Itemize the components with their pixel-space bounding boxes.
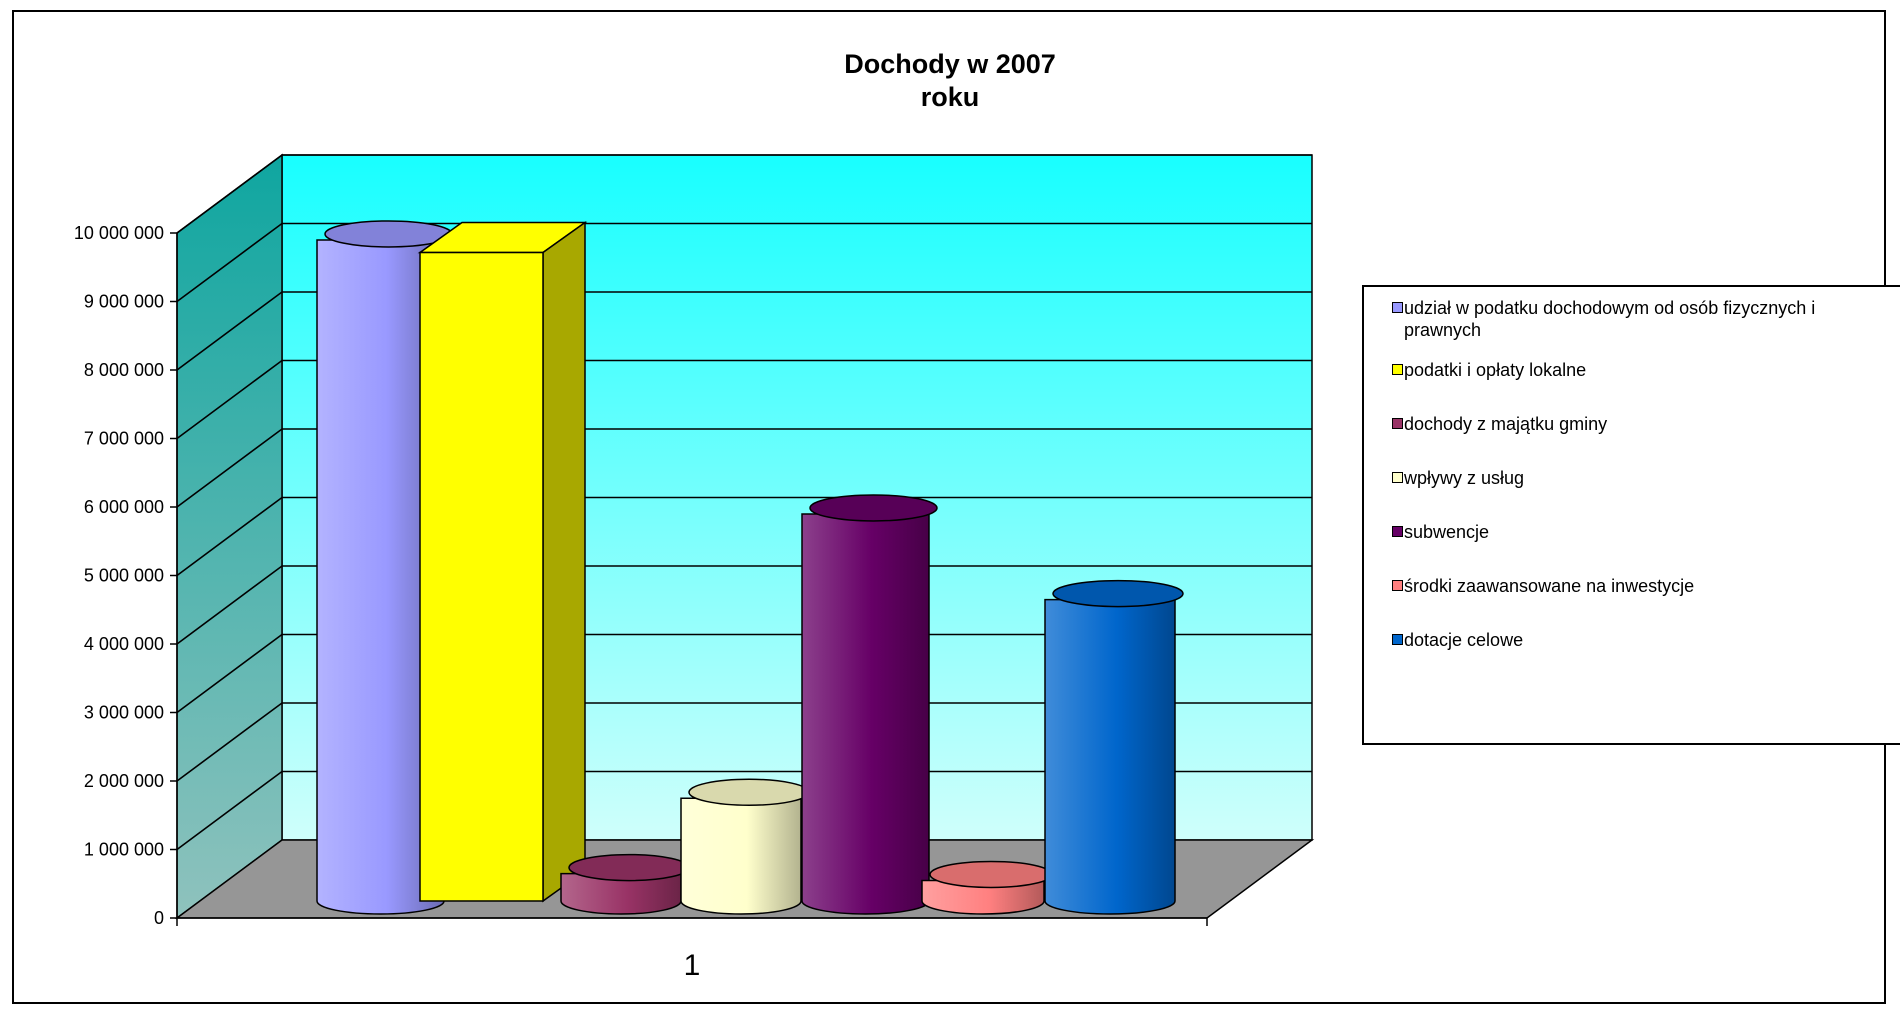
bar-front: [419, 251, 544, 902]
legend-label: dotacje celowe: [1404, 630, 1524, 650]
legend-label: dochody z majątku gminy: [1404, 414, 1608, 434]
y-tick-label: 9 000 000: [84, 292, 164, 312]
gridline: [176, 770, 1312, 851]
chart-title-line-1: Dochody w 2007: [844, 49, 1056, 79]
bar-body: [680, 797, 802, 915]
bar-body: [921, 879, 1045, 915]
gridline: [176, 565, 1312, 645]
gridline: [176, 359, 1312, 440]
legend-label: podatki i opłaty lokalne: [1404, 360, 1587, 380]
legend-label: subwencje: [1404, 522, 1490, 542]
gridline: [176, 291, 1312, 371]
bar-body: [560, 872, 682, 915]
legend-swatch: [1392, 526, 1403, 537]
gridline: [176, 154, 1312, 234]
bar-body: [1044, 598, 1176, 915]
bar: [316, 220, 453, 915]
bar-cap: [568, 853, 690, 882]
y-tick-label: 8 000 000: [84, 360, 164, 380]
y-tick-label: 10 000 000: [74, 223, 164, 243]
bar-side: [542, 221, 586, 903]
bar-body: [801, 513, 930, 915]
legend-swatch: [1392, 580, 1403, 591]
bar: [560, 853, 690, 915]
y-tick-label: 4 000 000: [84, 634, 164, 654]
y-tick-label: 7 000 000: [84, 429, 164, 449]
legend-label: środki zaawansowane na inwestycje: [1404, 576, 1695, 596]
legend-swatch: [1392, 418, 1403, 429]
bar-cap: [809, 494, 938, 522]
legend-swatch: [1392, 634, 1403, 645]
gridline: [176, 496, 1312, 577]
y-tick-label: 2 000 000: [84, 771, 164, 791]
legend-swatch: [1392, 364, 1403, 375]
legend-item: środki zaawansowane na inwestycje: [1392, 575, 1884, 597]
bar: [1044, 579, 1184, 915]
legend-item: udział w podatku dochodowym od osób fizy…: [1392, 297, 1884, 341]
bar: [417, 221, 588, 903]
bar-cap: [1052, 579, 1184, 608]
legend-label: wpływy z usług: [1404, 468, 1525, 488]
y-tick-label: 0: [154, 908, 164, 928]
bar-cap: [929, 860, 1053, 889]
bar-cap: [688, 778, 810, 806]
chart-title: Dochody w 2007 roku: [700, 48, 1200, 114]
y-tick-label: 5 000 000: [84, 566, 164, 586]
gridline: [176, 702, 1312, 782]
gridline: [176, 633, 1312, 714]
legend-item: dochody z majątku gminy: [1392, 413, 1884, 435]
bar: [921, 860, 1053, 915]
y-tick-label: 3 000 000: [84, 703, 164, 723]
gridline: [176, 222, 1312, 303]
legend-item: dotacje celowe: [1392, 629, 1884, 651]
bar-body: [316, 239, 445, 915]
legend-item: wpływy z usług: [1392, 467, 1884, 489]
gridline: [176, 428, 1312, 508]
chart-title-line-2: roku: [920, 82, 980, 112]
bar: [680, 778, 810, 915]
legend-swatch: [1392, 472, 1403, 483]
y-tick-label: 1 000 000: [84, 840, 164, 860]
bar: [801, 494, 938, 915]
legend-label: udział w podatku dochodowym od osób fizy…: [1404, 298, 1816, 340]
legend-item: podatki i opłaty lokalne: [1392, 359, 1884, 381]
y-tick-label: 6 000 000: [84, 497, 164, 517]
legend: udział w podatku dochodowym od osób fizy…: [1362, 285, 1900, 745]
legend-swatch: [1392, 302, 1403, 313]
legend-item: subwencje: [1392, 521, 1884, 543]
x-tick-label: 1: [684, 949, 701, 982]
